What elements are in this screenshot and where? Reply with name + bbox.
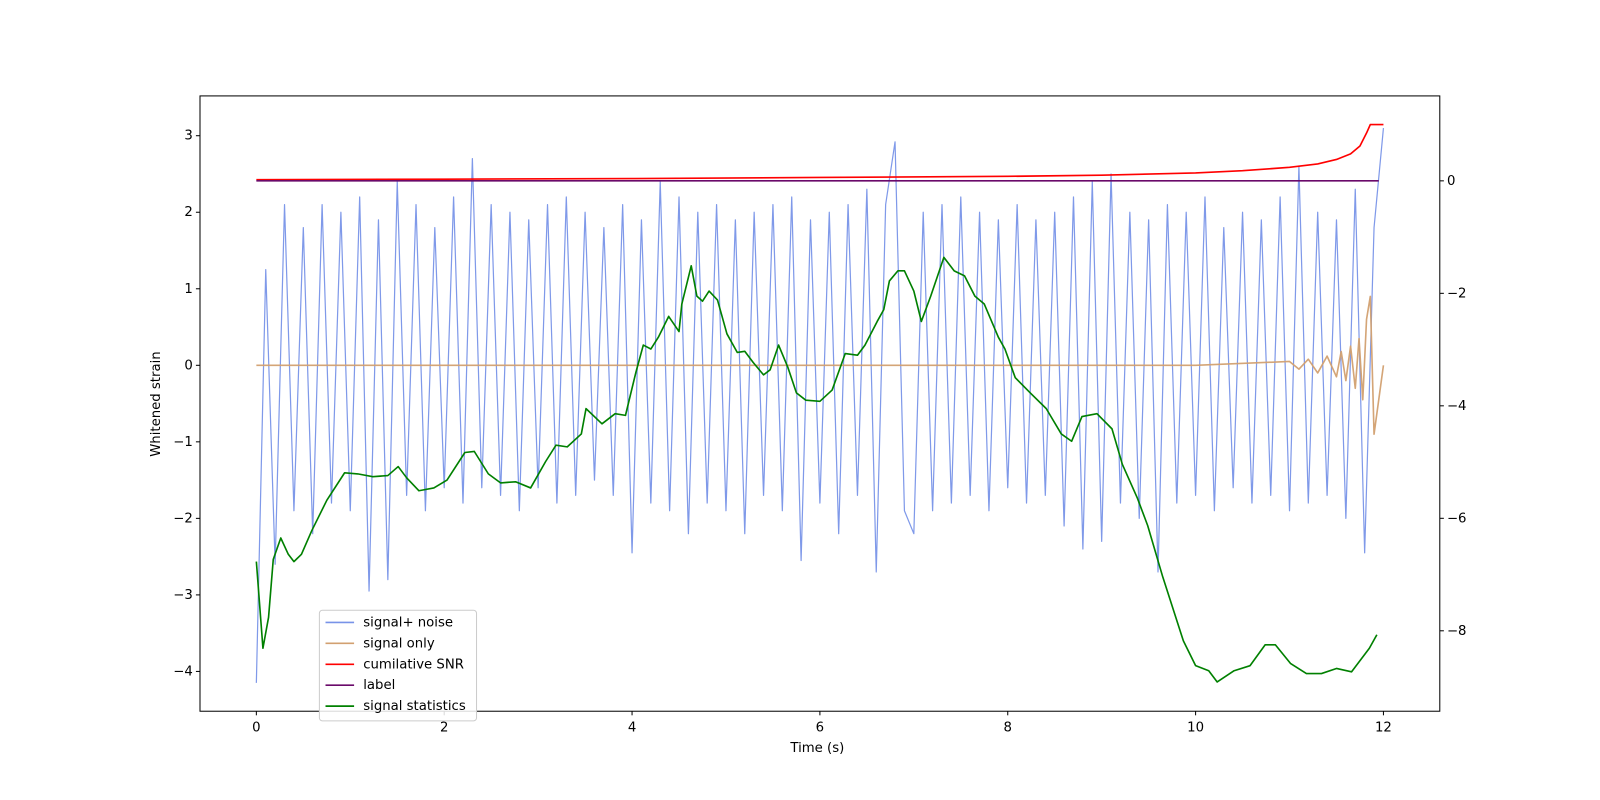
legend-box	[318, 609, 478, 722]
x-tick-label: 4	[628, 721, 636, 736]
y-tick-label: −1	[173, 435, 193, 450]
series-line	[256, 123, 1384, 181]
y-tick-label: −4	[173, 664, 193, 679]
y-tick-label: 0	[184, 358, 192, 373]
legend-label: cumilative SNR	[363, 657, 464, 672]
y-tick-label: −3	[173, 588, 193, 603]
y2-tick-label: 0	[1447, 174, 1455, 189]
x-tick-label: 6	[816, 721, 824, 736]
series-line	[255, 128, 1385, 683]
legend-label: signal+ noise	[363, 615, 453, 630]
y2-tick-label: −2	[1447, 286, 1467, 301]
series-line	[256, 295, 1385, 435]
x-axis-label: Time (s)	[789, 741, 844, 756]
y-tick-label: 1	[184, 282, 192, 297]
legend-label: label	[363, 678, 395, 693]
y2-tick-label: −6	[1447, 511, 1467, 526]
y-axis-label: Whitened strain	[149, 351, 164, 456]
legend-label: signal only	[363, 636, 435, 651]
x-tick-label: 2	[440, 721, 448, 736]
x-tick-label: 10	[1187, 721, 1204, 736]
series-line	[255, 256, 1378, 683]
plot-frame	[199, 95, 1441, 712]
x-tick-label: 12	[1375, 721, 1392, 736]
y2-tick-label: −4	[1447, 399, 1467, 414]
y-tick-label: 3	[184, 129, 192, 144]
x-tick-label: 0	[252, 721, 260, 736]
y-tick-label: 2	[184, 205, 192, 220]
y2-tick-label: −8	[1447, 624, 1467, 639]
y-tick-label: −2	[173, 511, 193, 526]
legend-label: signal statistics	[363, 699, 466, 714]
x-tick-label: 8	[1004, 721, 1012, 736]
